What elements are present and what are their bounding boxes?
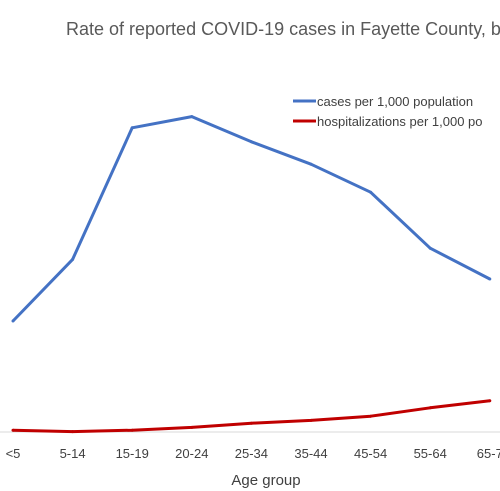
- data-point: [71, 257, 75, 261]
- x-tick-label: 35-44: [294, 446, 327, 461]
- series-line-0: [11, 115, 491, 323]
- data-point: [249, 140, 253, 144]
- data-point: [369, 190, 373, 194]
- legend-label-1: hospitalizations per 1,000 po: [317, 114, 483, 129]
- data-point: [71, 430, 75, 434]
- data-point: [130, 126, 134, 130]
- data-point: [130, 428, 134, 432]
- x-tick-label: 15-19: [116, 446, 149, 461]
- data-point: [190, 115, 194, 119]
- data-point: [369, 414, 373, 418]
- legend-label-0: cases per 1,000 population: [317, 94, 473, 109]
- x-tick-label: 45-54: [354, 446, 387, 461]
- x-tick-label: 5-14: [60, 446, 86, 461]
- data-point: [11, 319, 15, 323]
- chart-title: Rate of reported COVID-19 cases in Fayet…: [66, 19, 500, 39]
- data-point: [11, 428, 15, 432]
- x-tick-label: <5: [6, 446, 21, 461]
- x-axis-label: Age group: [231, 472, 300, 489]
- data-point: [428, 406, 432, 410]
- data-point: [249, 421, 253, 425]
- x-tick-label: 25-34: [235, 446, 268, 461]
- data-point: [428, 246, 432, 250]
- data-point: [309, 162, 313, 166]
- data-point: [488, 399, 492, 403]
- x-tick-labels: <5 5-14 15-19 20-24 25-34 35-44 45-54 55-64 65-7: [6, 446, 500, 461]
- series-layer: [11, 115, 492, 434]
- legend: cases per 1,000 population hospitalizatio…: [293, 94, 483, 129]
- data-point: [488, 277, 492, 281]
- x-tick-label: 55-64: [414, 446, 447, 461]
- data-point: [190, 425, 194, 429]
- data-point: [309, 418, 313, 422]
- series-line-1: [12, 399, 490, 434]
- x-tick-label: 20-24: [175, 446, 208, 461]
- x-tick-label: 65-7: [477, 446, 500, 461]
